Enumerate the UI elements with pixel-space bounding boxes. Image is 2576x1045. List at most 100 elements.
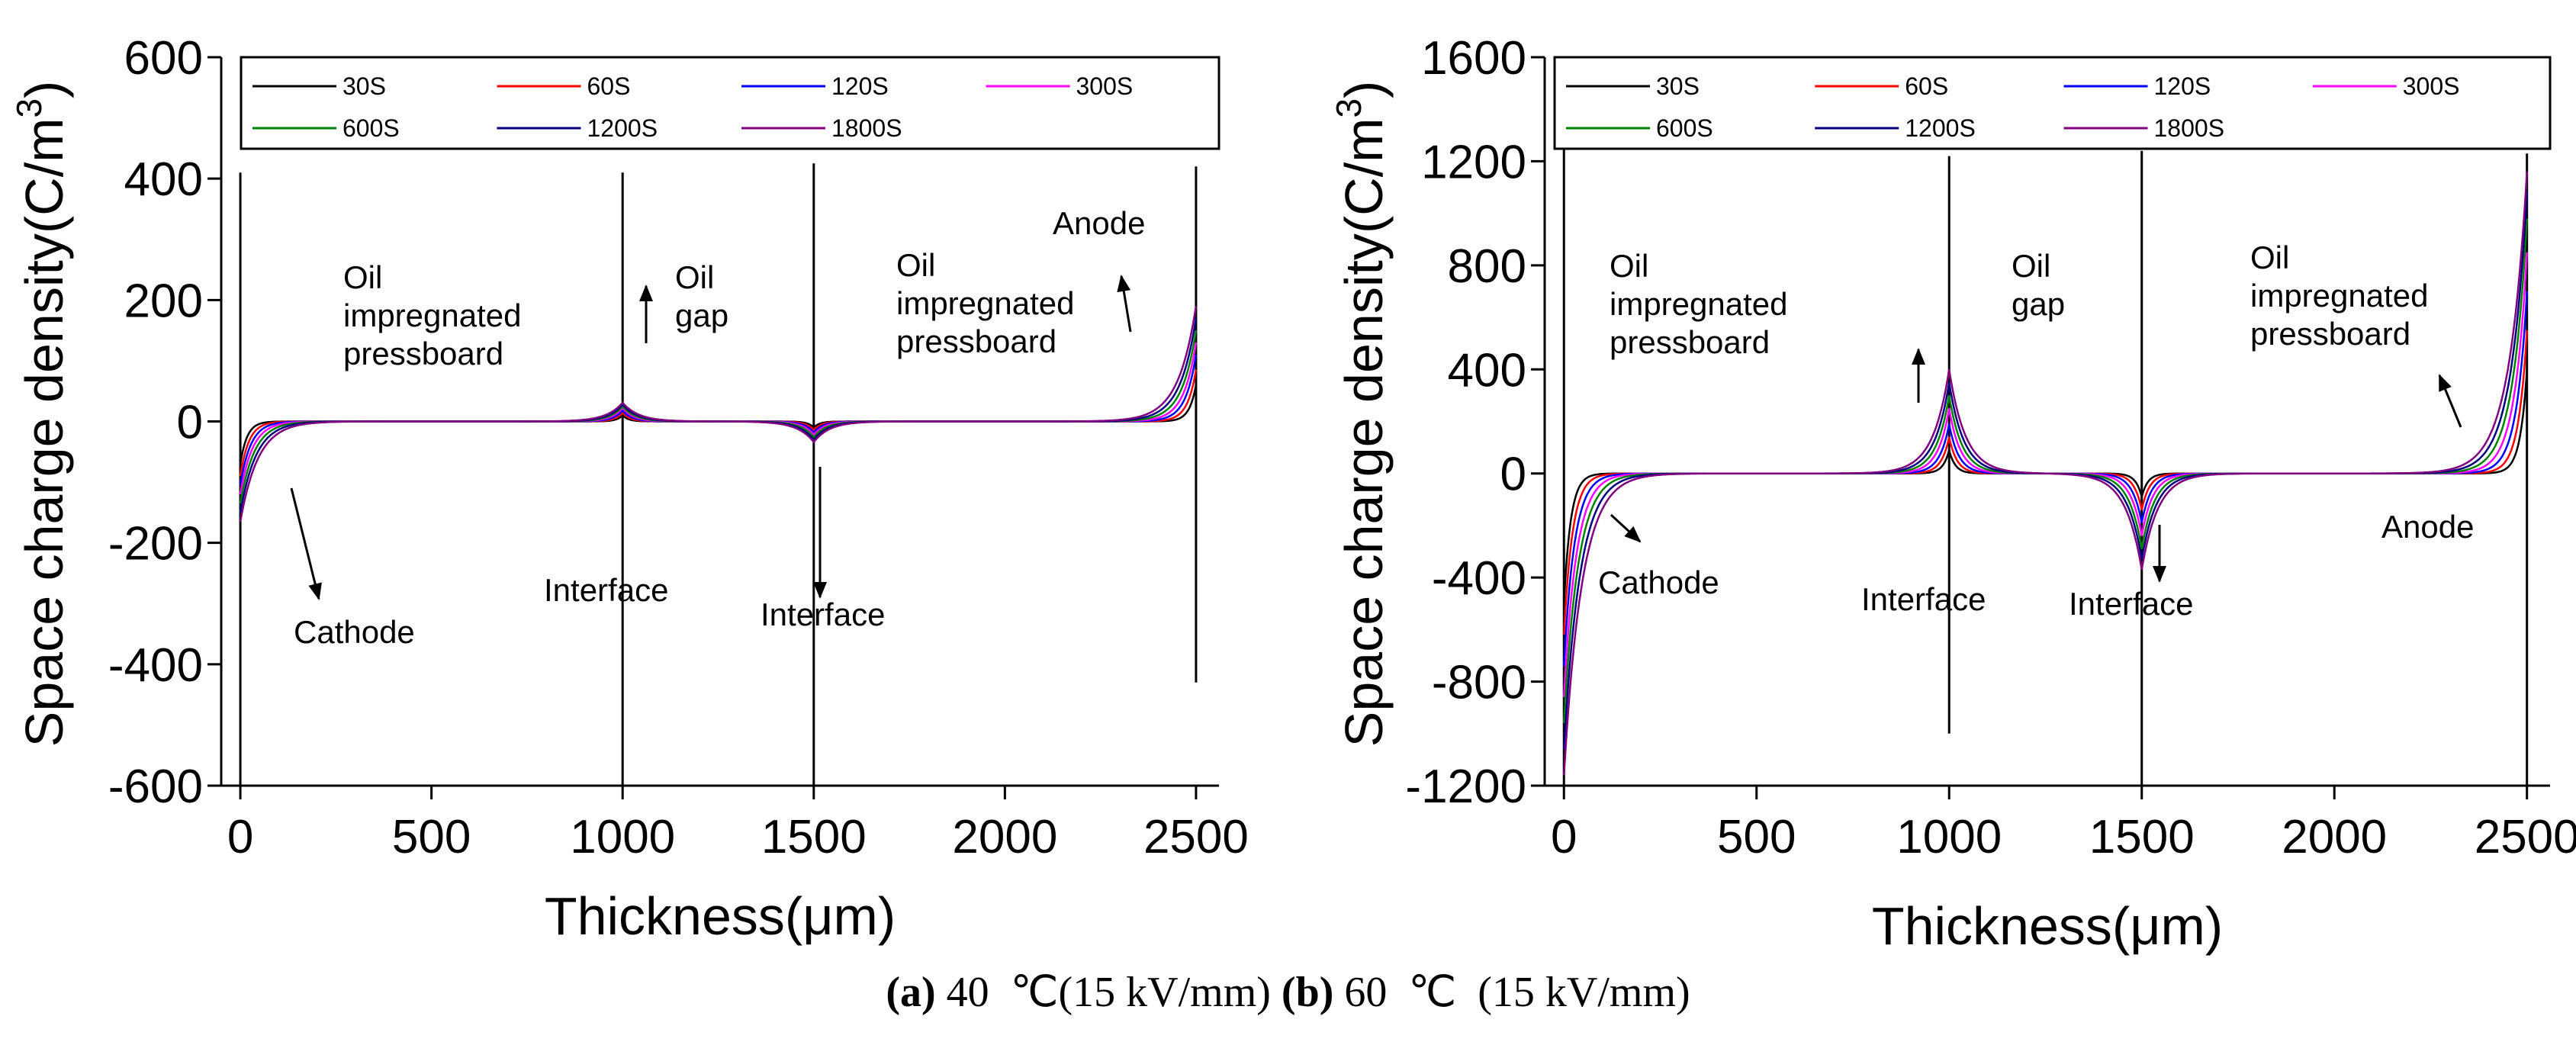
annotation-interface-2: Interface xyxy=(2069,586,2193,622)
y-tick-label: -200 xyxy=(108,518,203,571)
legend-label-300S: 300S xyxy=(1076,72,1134,100)
annotation-line: pressboard xyxy=(343,336,503,371)
x-axis-label: Thickness(μm) xyxy=(1872,896,2223,956)
annotation-interface-1: Interface xyxy=(544,572,668,608)
y-tick-label: 400 xyxy=(124,153,203,206)
annotation-anode: Anode xyxy=(1053,205,1145,241)
annotation-pressboard-left: Oil impregnated pressboard xyxy=(343,259,521,371)
y-axis-label: Space charge density(C/m3) xyxy=(1329,81,1394,748)
caption-a-label: (a) xyxy=(886,969,936,1016)
chart-panel-b: 1600 1200 800 400 0 -400 -800 -1200 0 500 1000 1500… xyxy=(1329,32,2576,956)
x-tick-label: 0 xyxy=(1551,811,1577,863)
y-tick-label: 1600 xyxy=(1421,32,1526,85)
series-line-1800S xyxy=(1562,172,2528,776)
x-axis-label: Thickness(μm) xyxy=(545,886,896,946)
y-tick-label: 800 xyxy=(1448,240,1526,293)
annotation-interface-1: Interface xyxy=(1861,581,1986,617)
caption-b-text: 60 ℃ (15 kV/mm) xyxy=(1333,969,1690,1016)
legend-label-30S: 30S xyxy=(343,72,386,100)
legend-box xyxy=(1553,56,2552,150)
y-axis-label-base: Space charge density(C/m xyxy=(14,118,74,748)
series-line-60S xyxy=(239,369,1198,477)
x-tick-label: 2000 xyxy=(952,811,1057,863)
caption-a-text: 40 ℃(15 kV/mm) xyxy=(935,969,1282,1016)
annotation-arrow xyxy=(290,487,322,600)
legend-label-300S: 300S xyxy=(2403,72,2460,100)
annotation-line: Oil xyxy=(2012,248,2050,284)
annotation-arrow xyxy=(1610,513,1642,543)
annotation-pressboard-left: Oil impregnated pressboard xyxy=(1610,248,1787,360)
annotation-pressboard-right: Oil impregnated pressboard xyxy=(896,247,1074,359)
legend-label-120S: 120S xyxy=(2154,72,2211,100)
annotation-oil-gap: Oil gap xyxy=(2012,248,2065,322)
annotation-line: pressboard xyxy=(2250,316,2410,352)
y-tick-label: -1200 xyxy=(1405,760,1526,813)
y-tick-label: -600 xyxy=(108,760,203,813)
y-tick-label: 1200 xyxy=(1421,136,1526,188)
annotation-pressboard-right: Oil impregnated pressboard xyxy=(2250,240,2428,352)
legend-label-120S: 120S xyxy=(831,72,889,100)
annotation-arrow xyxy=(1117,275,1132,333)
y-tick-label: -400 xyxy=(1432,552,1526,605)
annotation-line: pressboard xyxy=(896,323,1056,359)
annotation-line: Oil xyxy=(675,259,714,295)
annotation-line: pressboard xyxy=(1610,324,1770,360)
annotation-line: Interface xyxy=(2069,586,2193,622)
x-tick-label: 0 xyxy=(227,811,253,863)
x-tick-label: 500 xyxy=(392,811,471,863)
annotation-line: Anode xyxy=(1053,205,1145,241)
legend-label-30S: 30S xyxy=(1656,72,1700,100)
legend-label-60S: 60S xyxy=(1905,72,1948,100)
annotation-line: Oil xyxy=(2250,240,2289,275)
y-axis-label-base: Space charge density(C/m xyxy=(1334,118,1394,748)
figure-caption: (a) 40 ℃(15 kV/mm) (b) 60 ℃ (15 kV/mm) xyxy=(0,967,2576,1017)
x-tick-label: 2500 xyxy=(2475,811,2576,863)
y-axis-label-close: ) xyxy=(14,81,74,98)
legend-label-1800S: 1800S xyxy=(2154,114,2225,142)
y-tick-label: -400 xyxy=(108,639,203,692)
y-axis-label-close: ) xyxy=(1334,81,1394,98)
annotation-anode: Anode xyxy=(2381,509,2474,545)
annotation-line: Cathode xyxy=(1598,564,1719,600)
annotation-line: impregnated xyxy=(2250,278,2428,314)
legend-label-1800S: 1800S xyxy=(831,114,902,142)
y-axis-label-superscript: 3 xyxy=(9,98,49,118)
y-tick-label: 200 xyxy=(124,275,203,327)
x-tick-label: 1000 xyxy=(1896,811,2002,863)
annotation-line: impregnated xyxy=(343,297,521,333)
legend-label-1200S: 1200S xyxy=(1905,114,1976,142)
annotation-line: Interface xyxy=(1861,581,1986,617)
x-tick-label: 1500 xyxy=(2089,811,2195,863)
legend-box xyxy=(240,56,1220,150)
annotation-line: gap xyxy=(675,297,728,333)
series-line-1800S xyxy=(239,306,1198,522)
x-tick-label: 2000 xyxy=(2282,811,2387,863)
x-tick-label: 1500 xyxy=(761,811,867,863)
x-tick-label: 500 xyxy=(1717,811,1796,863)
x-tick-label: 2500 xyxy=(1143,811,1249,863)
y-tick-label: 600 xyxy=(124,32,203,85)
y-tick-label: 0 xyxy=(1500,449,1526,501)
annotation-line: Oil xyxy=(896,247,935,283)
annotation-line: Anode xyxy=(2381,509,2474,545)
caption-b-label: (b) xyxy=(1281,969,1334,1016)
annotation-line: impregnated xyxy=(1610,286,1787,322)
annotation-line: Oil xyxy=(1610,248,1648,284)
legend-label-600S: 600S xyxy=(1656,114,1713,142)
annotation-line: impregnated xyxy=(896,285,1074,321)
annotation-cathode: Cathode xyxy=(294,614,415,650)
series-line-30S xyxy=(239,384,1198,465)
series-line-120S xyxy=(239,354,1198,486)
annotation-line: Interface xyxy=(544,572,668,608)
annotation-interface-2: Interface xyxy=(761,596,885,632)
y-axis-label: Space charge density(C/m3) xyxy=(9,81,74,748)
annotation-oil-gap: Oil gap xyxy=(675,259,728,333)
annotation-arrow xyxy=(2438,374,2462,428)
annotation-line: gap xyxy=(2012,286,2065,322)
annotation-line: Cathode xyxy=(294,614,415,650)
annotation-line: Interface xyxy=(761,596,885,632)
legend-label-60S: 60S xyxy=(587,72,631,100)
y-tick-label: -800 xyxy=(1432,657,1526,709)
